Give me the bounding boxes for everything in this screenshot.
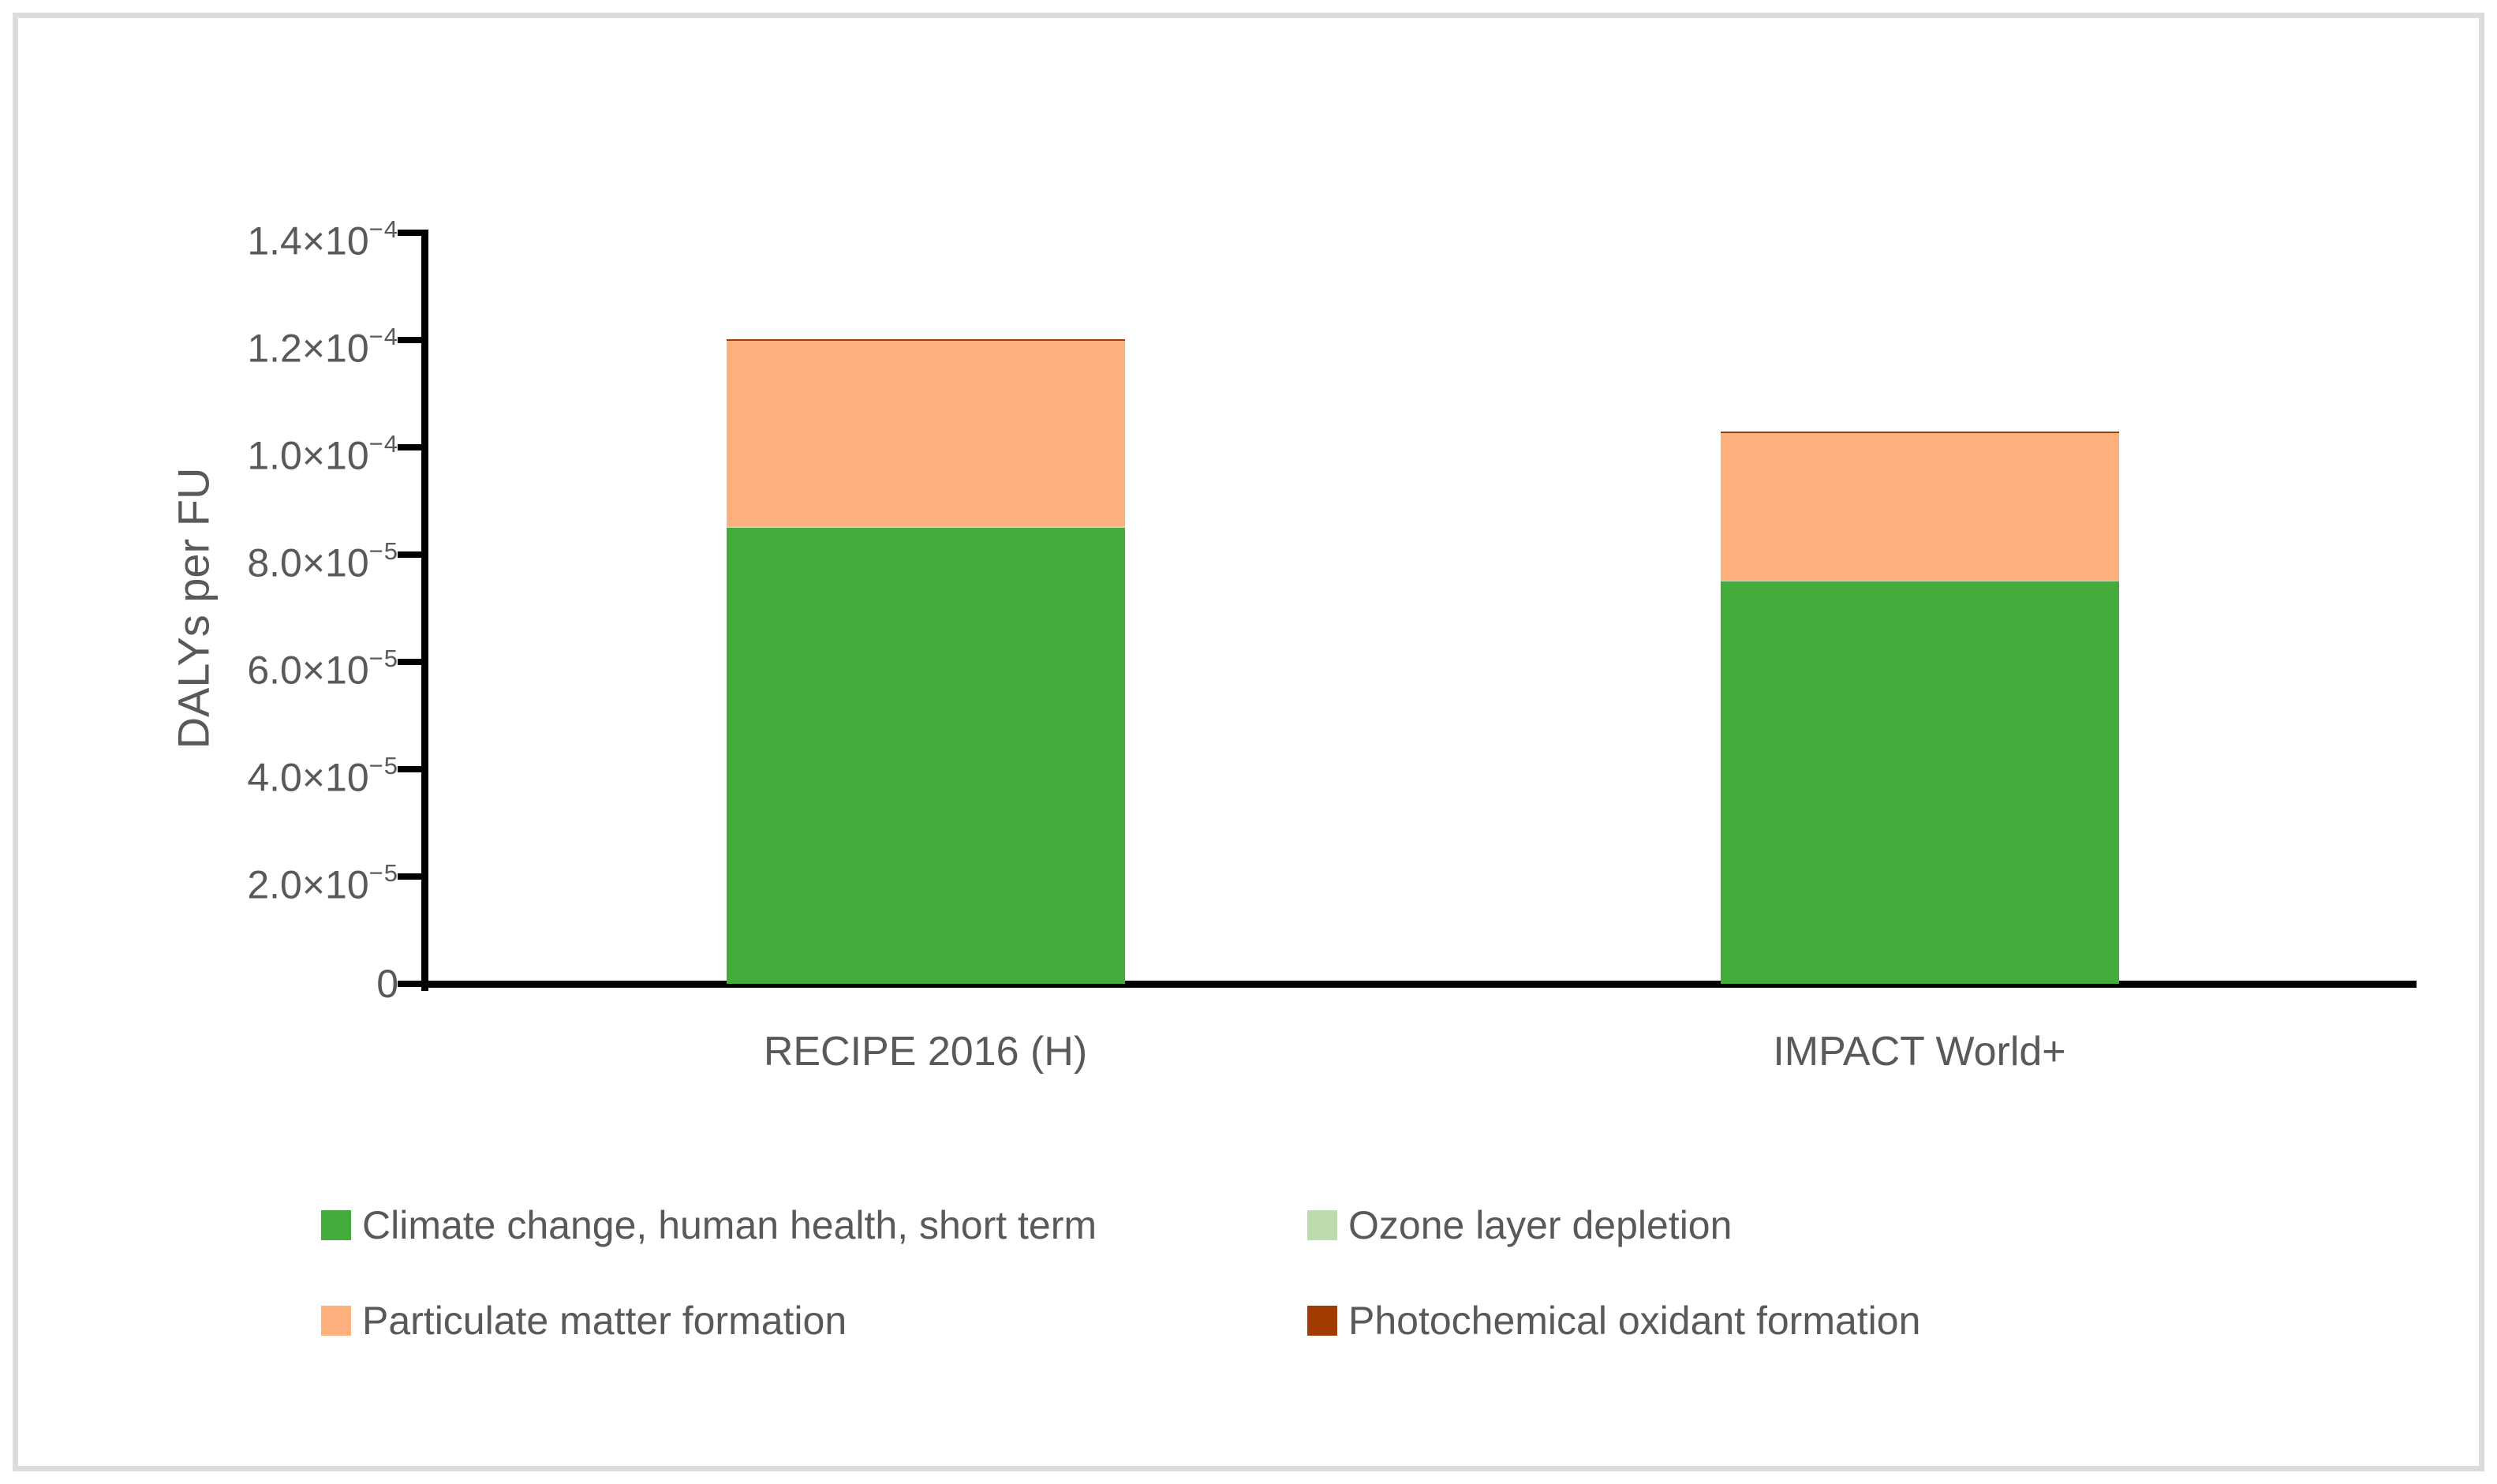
y-tick (398, 981, 421, 987)
y-axis-line (421, 230, 428, 991)
legend-label: Ozone layer depletion (1348, 1203, 1733, 1247)
y-tick-label: 1.4×10−4 (247, 215, 398, 264)
y-tick (398, 551, 421, 558)
legend-swatch-icon (321, 1306, 351, 1336)
legend-label: Climate change, human health, short term (362, 1203, 1097, 1247)
y-tick-label: 0 (376, 962, 398, 1006)
y-tick-label: 2.0×10−5 (247, 859, 398, 907)
bar-segment-climate-change (1720, 581, 2119, 984)
y-tick (398, 659, 421, 665)
legend-item: Particulate matter formation (321, 1295, 1307, 1346)
y-tick (398, 230, 421, 236)
y-tick-label: 4.0×10−5 (247, 752, 398, 800)
y-axis-title: DALYs per FU (168, 467, 219, 749)
bar-segment-particulate-matter (1720, 433, 2119, 581)
bar-segment-photochemical-oxidant (726, 338, 1125, 342)
y-tick-label: 1.0×10−4 (247, 430, 398, 478)
y-tick (398, 337, 421, 343)
y-tick (398, 766, 421, 772)
legend-item: Photochemical oxidant formation (1307, 1295, 1920, 1346)
y-tick (398, 873, 421, 880)
category-label: IMPACT World+ (1773, 1029, 2066, 1075)
y-tick-label: 1.2×10−4 (247, 323, 398, 371)
legend-label: Particulate matter formation (362, 1299, 847, 1343)
bar-segment-photochemical-oxidant (1720, 432, 2119, 434)
y-tick (398, 444, 421, 450)
y-tick-label: 6.0×10−5 (247, 645, 398, 693)
legend-item: Ozone layer depletion (1307, 1200, 1920, 1250)
y-tick-label: 8.0×10−5 (247, 537, 398, 585)
category-label: RECIPE 2016 (H) (763, 1029, 1088, 1075)
x-axis-line (421, 981, 2417, 988)
legend-swatch-icon (321, 1210, 351, 1240)
bar-segment-particulate-matter (726, 341, 1125, 526)
legend-label: Photochemical oxidant formation (1348, 1299, 1921, 1343)
legend-item: Climate change, human health, short term (321, 1200, 1307, 1250)
legend-swatch-icon (1307, 1306, 1337, 1336)
bar-segment-ozone-depletion (726, 525, 1125, 528)
legend: Climate change, human health, short term… (321, 1200, 1920, 1346)
bar-segment-climate-change (726, 528, 1125, 984)
legend-swatch-icon (1307, 1210, 1337, 1240)
